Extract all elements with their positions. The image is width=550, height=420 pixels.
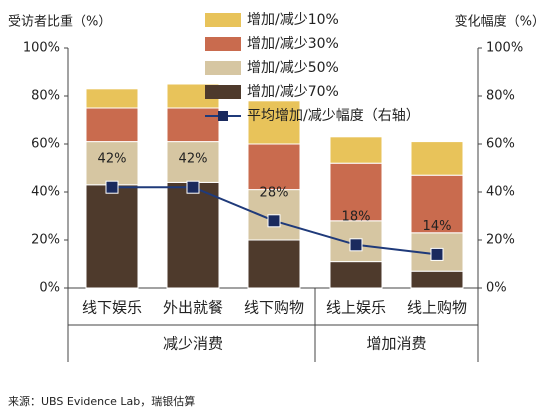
line-marker	[267, 214, 281, 228]
y-tick-label: 20%	[31, 233, 60, 248]
y2-axis-label: 变化幅度（%）	[455, 14, 545, 30]
bar-segment	[410, 141, 464, 176]
legend-swatch	[205, 85, 241, 99]
bar-segment	[329, 136, 383, 164]
x-tick-label: 线上购物	[407, 299, 467, 317]
bar-segment	[85, 107, 139, 143]
legend-label: 增加/减少10%	[247, 12, 339, 28]
y-tick-label: 60%	[31, 137, 60, 152]
x-tick-label: 线下娱乐	[82, 299, 142, 317]
legend-label: 增加/减少30%	[247, 36, 339, 52]
line-marker	[105, 180, 119, 194]
legend-label: 平均增加/减少幅度（右轴）	[247, 108, 420, 124]
bar-segment	[166, 141, 220, 183]
bar-segment	[329, 261, 383, 289]
x-tick-label: 线下购物	[244, 299, 304, 317]
legend-marker	[218, 111, 228, 121]
y2-tick-label: 60%	[486, 137, 515, 152]
data-label: 14%	[423, 219, 452, 234]
legend-swatch	[205, 13, 241, 27]
data-label: 42%	[98, 152, 127, 167]
legend-swatch	[205, 37, 241, 51]
x-tick-label: 外出就餐	[163, 299, 223, 317]
data-label: 18%	[342, 209, 371, 224]
bar-segment	[247, 143, 301, 191]
line-marker	[349, 238, 363, 252]
y2-tick-label: 80%	[486, 89, 515, 104]
x-tick-label: 线上娱乐	[326, 299, 386, 317]
line-marker	[186, 180, 200, 194]
y2-tick-label: 20%	[486, 233, 515, 248]
group-label: 增加消费	[366, 335, 426, 353]
data-label: 28%	[260, 185, 289, 200]
y-tick-label: 80%	[31, 89, 60, 104]
y2-tick-label: 100%	[486, 41, 523, 56]
bar-segment	[166, 107, 220, 143]
y2-tick-label: 40%	[486, 185, 515, 200]
bar-segment	[85, 141, 139, 186]
group-label: 减少消费	[163, 335, 223, 353]
y-tick-label: 100%	[23, 41, 60, 56]
bar-segment	[410, 174, 464, 234]
bar-segment	[247, 100, 301, 145]
y-tick-label: 0%	[39, 281, 60, 296]
bar-segment	[247, 239, 301, 289]
legend-swatch	[205, 61, 241, 75]
bar-segment	[410, 270, 464, 289]
legend-label: 增加/减少70%	[247, 84, 339, 100]
data-label: 42%	[179, 152, 208, 167]
source: 来源：UBS Evidence Lab，瑞银估算	[8, 394, 195, 408]
bar-segment	[85, 88, 139, 109]
bar-segment	[85, 184, 139, 289]
bar-segment	[166, 181, 220, 289]
y-tick-label: 40%	[31, 185, 60, 200]
line-marker	[430, 247, 444, 261]
y-axis-label: 受访者比重（%）	[8, 14, 111, 30]
y2-tick-label: 0%	[486, 281, 507, 296]
legend-label: 增加/减少50%	[247, 60, 339, 76]
